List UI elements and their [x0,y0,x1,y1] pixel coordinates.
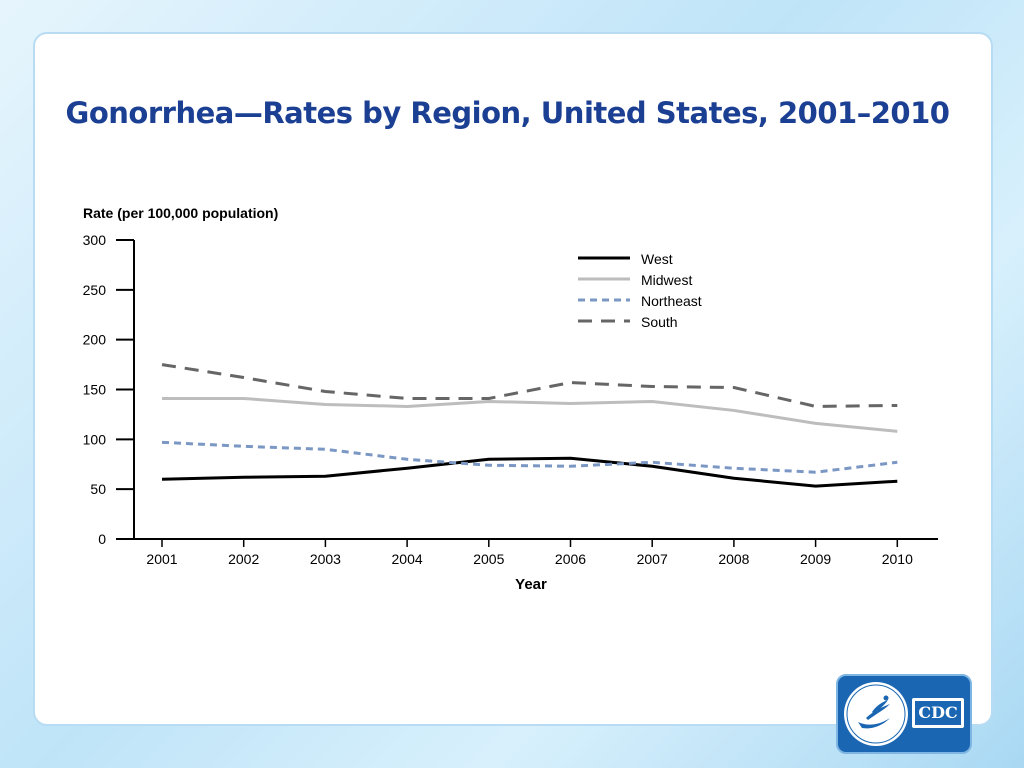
y-axis-label: Rate (per 100,000 population) [83,205,278,221]
y-tick-label-100: 100 [83,431,107,447]
legend-label-west: West [641,251,673,267]
x-tick-label-2005: 2005 [473,551,504,567]
series-line-west [161,456,898,488]
x-tick-label-2009: 2009 [800,551,831,567]
x-tick-label-2003: 2003 [310,551,341,567]
x-tick-label-2007: 2007 [637,551,668,567]
x-tick-label-2006: 2006 [555,551,586,567]
y-tick-label-0: 0 [98,531,106,547]
series-line-midwest [162,396,898,433]
legend-label-midwest: Midwest [641,272,692,288]
x-tick-label-2004: 2004 [392,551,423,567]
legend-label-south: South [641,314,678,330]
slide-panel [33,32,993,726]
page-title: Gonorrhea—Rates by Region, United States… [65,96,950,130]
hhs-seal-icon [844,682,908,746]
x-tick-label-2001: 2001 [146,551,177,567]
y-tick-label-250: 250 [83,282,107,298]
y-tick-label-150: 150 [83,382,107,398]
x-tick-label-2008: 2008 [718,551,749,567]
x-axis-label: Year [515,576,547,593]
y-tick-label-200: 200 [83,332,107,348]
x-tick-label-2002: 2002 [228,551,259,567]
y-tick-label-300: 300 [83,232,107,248]
y-tick-label-50: 50 [90,481,106,497]
series-line-northeast [161,440,898,474]
legend-label-northeast: Northeast [641,293,702,309]
x-tick-label-2010: 2010 [882,551,913,567]
series-line-south [161,363,898,408]
cdc-wordmark: CDC [912,698,964,728]
cdc-logo: CDC [836,674,972,754]
